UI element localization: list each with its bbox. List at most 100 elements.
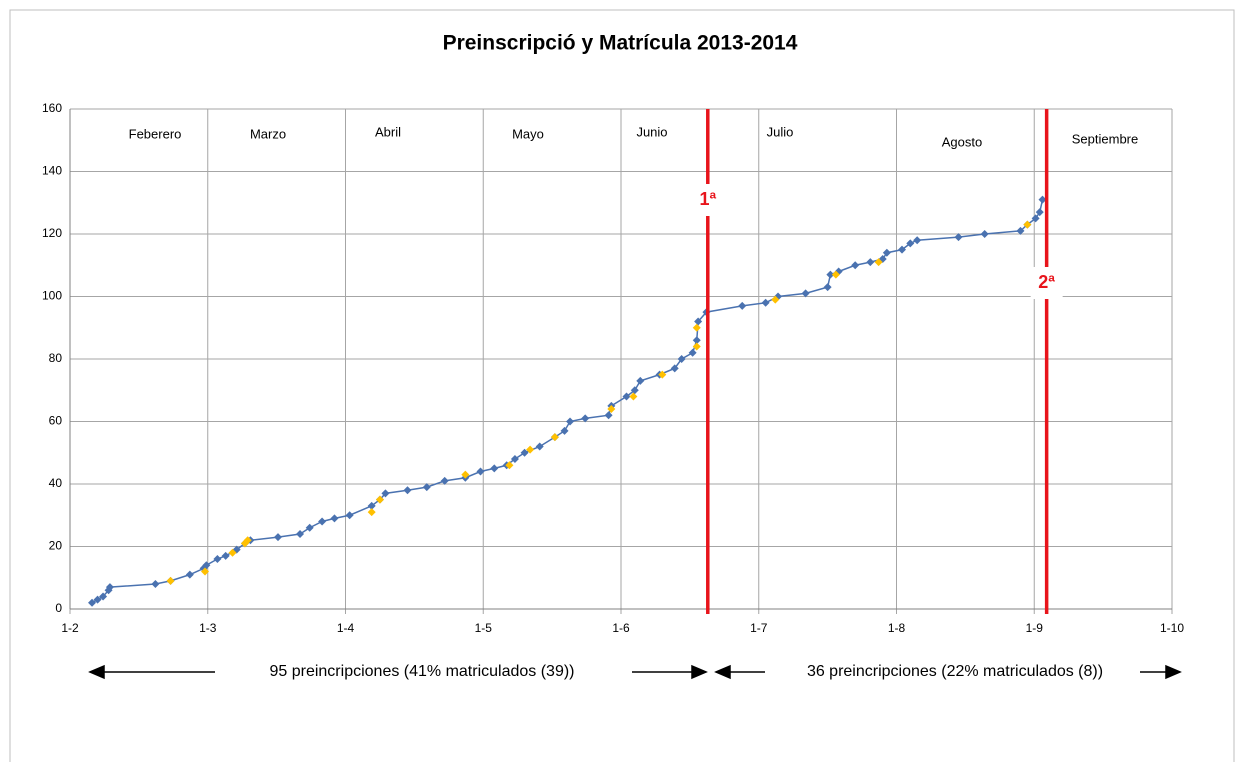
point [607, 405, 616, 413]
point [476, 467, 485, 476]
month-label: Mayo [512, 126, 544, 141]
point [296, 530, 305, 538]
point [980, 230, 989, 238]
point [831, 270, 840, 279]
point [200, 567, 209, 576]
x-tick-label: 1-6 [612, 621, 630, 635]
point [213, 555, 222, 563]
point [221, 551, 230, 560]
marker-label-bg [1030, 267, 1063, 299]
point [1038, 195, 1047, 204]
point [954, 233, 963, 242]
point [906, 239, 915, 248]
point [330, 514, 339, 523]
point [243, 536, 252, 545]
point [694, 317, 703, 326]
point [622, 392, 631, 401]
point [738, 301, 747, 310]
point [461, 470, 470, 479]
x-tick-label: 1-4 [337, 621, 355, 635]
point [761, 298, 770, 307]
point [692, 342, 701, 351]
marker-label: 2ª [1038, 272, 1055, 292]
point [677, 355, 686, 363]
point [202, 561, 211, 570]
point [670, 364, 679, 373]
point [913, 236, 922, 245]
point [866, 258, 875, 267]
point [851, 261, 860, 270]
month-label: Julio [767, 124, 794, 139]
point [274, 533, 283, 542]
x-tick-label: 1-2 [61, 621, 79, 635]
series-line [91, 199, 1044, 604]
point [801, 289, 810, 298]
y-tick-label: 60 [49, 414, 63, 428]
y-tick-label: 40 [49, 476, 63, 490]
point [345, 511, 354, 520]
month-label: Septiembre [1072, 131, 1138, 146]
point [604, 411, 613, 420]
point [1035, 208, 1044, 217]
point [318, 517, 327, 526]
point [898, 245, 907, 254]
point [629, 392, 638, 401]
point [692, 336, 701, 345]
x-tick-label: 1-3 [199, 621, 217, 635]
point [566, 417, 575, 426]
point [88, 598, 97, 607]
point [535, 442, 544, 451]
x-tick-label: 1-10 [1160, 621, 1184, 635]
annotation: 95 preincripciones (41% matriculados (39… [269, 663, 574, 680]
point [505, 461, 514, 470]
x-tick-label: 1-8 [888, 621, 906, 635]
point [692, 323, 701, 332]
point [151, 580, 160, 588]
y-tick-label: 0 [55, 601, 62, 615]
point [228, 548, 237, 557]
point [367, 508, 376, 517]
chart-frame [9, 9, 1235, 767]
chart-title: Preinscripció y Matrícula 2013-2014 [443, 32, 798, 55]
point [1016, 226, 1025, 235]
annotation: 36 preincripciones (22% matriculados (8)… [807, 663, 1103, 680]
point [550, 433, 559, 442]
point [185, 570, 194, 579]
point [526, 445, 535, 454]
y-tick-label: 160 [42, 101, 62, 115]
y-tick-label: 100 [42, 289, 62, 303]
y-tick-label: 120 [42, 226, 62, 240]
point [440, 476, 449, 485]
point [1031, 214, 1040, 223]
point [823, 283, 832, 292]
point [381, 489, 390, 498]
month-label: Junio [636, 124, 667, 139]
point [105, 583, 114, 592]
month-label: Marzo [250, 126, 286, 141]
point [630, 386, 639, 395]
point [305, 523, 314, 532]
x-tick-label: 1-7 [750, 621, 768, 635]
point [520, 448, 529, 457]
point [882, 248, 891, 257]
y-tick-label: 20 [49, 539, 63, 553]
month-label: Agosto [942, 134, 982, 149]
point [688, 348, 697, 357]
point [375, 495, 384, 504]
arrows [88, 664, 1182, 680]
point [636, 376, 645, 385]
point [510, 455, 519, 463]
point [93, 595, 102, 604]
point [581, 414, 590, 423]
month-label: Feberero [129, 126, 182, 141]
y-tick-label: 80 [49, 351, 63, 365]
point [166, 576, 175, 585]
point [874, 258, 883, 267]
point [403, 486, 412, 495]
marker-label-bg [691, 184, 724, 216]
point [826, 270, 835, 279]
point [99, 592, 108, 601]
point [1023, 220, 1032, 229]
y-tick-label: 140 [42, 164, 62, 178]
